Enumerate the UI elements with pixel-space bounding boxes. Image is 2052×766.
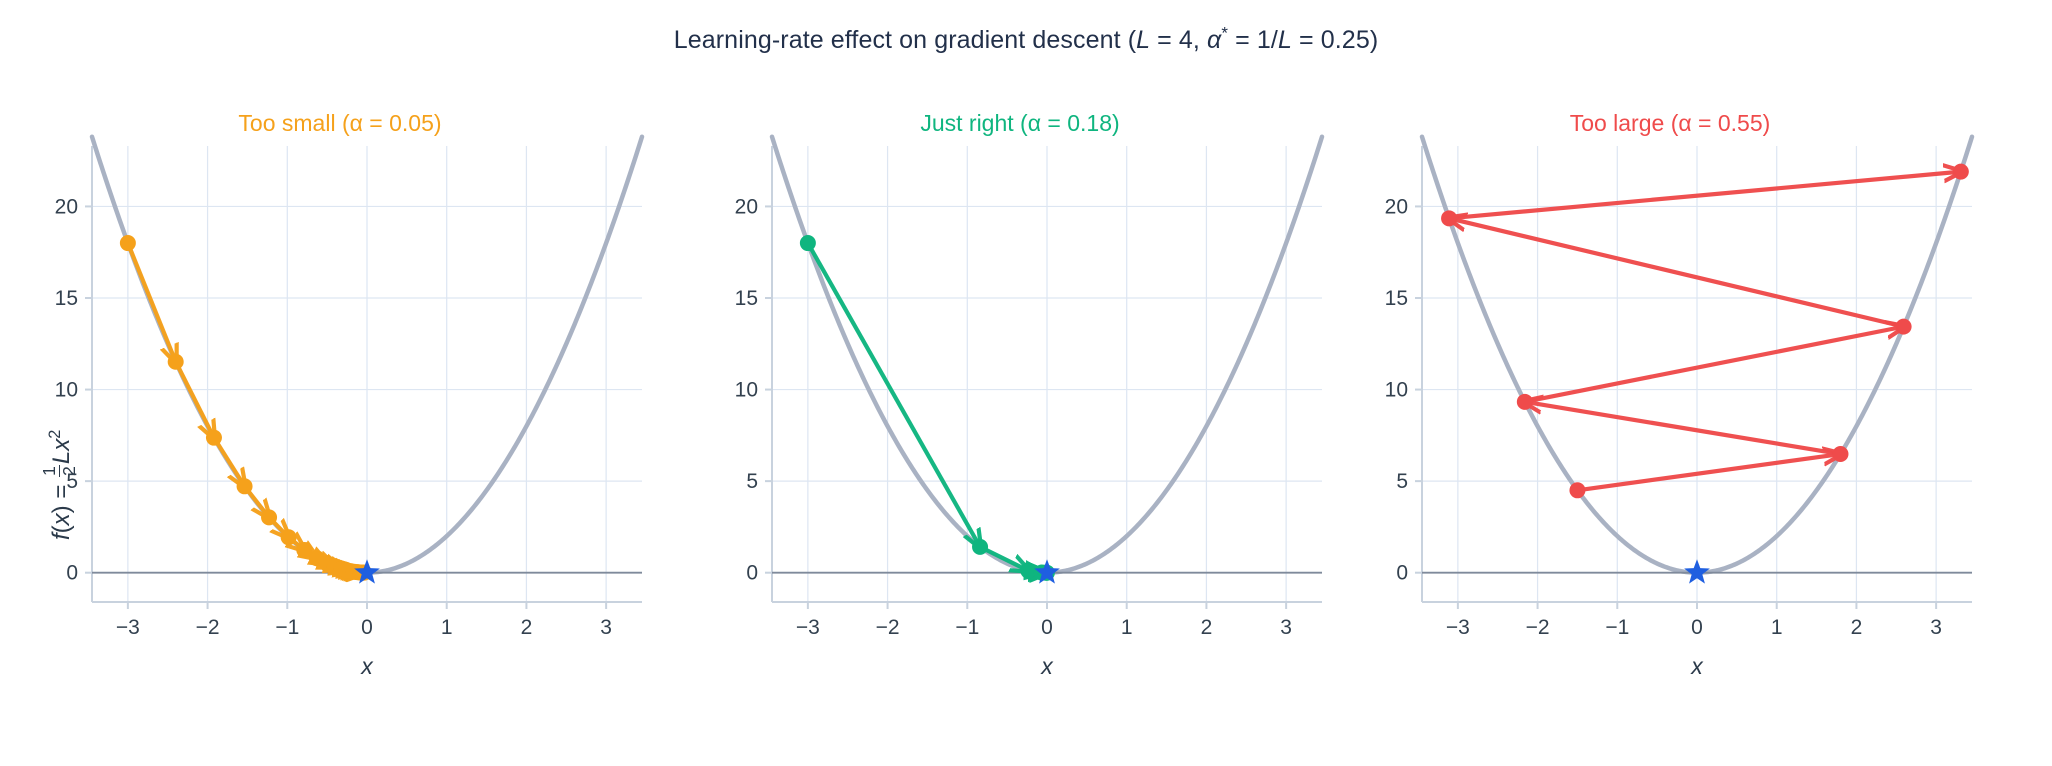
panel-too-small: Too small (α = 0.05) f(x) = 1 2 Lx2 −3 −2 −1… <box>20 110 660 750</box>
iterate-point <box>296 542 313 559</box>
x-tick-label: 1 <box>1121 616 1133 639</box>
x-tick-label: 3 <box>1930 616 1942 639</box>
plot-area-1: −3 −2 −1 0 1 2 3 0 5 10 15 20 x <box>735 134 1325 679</box>
panel-title-0: Too small (α = 0.05) <box>238 110 442 136</box>
plot-area-0: −3 −2 −1 0 1 2 3 0 5 10 15 20 x <box>55 134 645 679</box>
y-tick-label: 15 <box>735 287 758 310</box>
y-tick-label: 0 <box>746 562 758 585</box>
gradient-step-arrow <box>125 242 176 362</box>
x-axis-label: x <box>1690 653 1704 679</box>
panel-title-2: Too large (α = 0.55) <box>1569 110 1771 136</box>
optimum-star-marker <box>1684 559 1710 584</box>
y-tick-label: 5 <box>1396 470 1408 493</box>
x-axis-label: x <box>360 653 374 679</box>
x-tick-label: 0 <box>361 616 373 639</box>
gradient-step-arrow <box>1449 218 1905 329</box>
gradient-step-arrow <box>806 242 980 547</box>
gradient-step-arrow <box>173 360 214 438</box>
iterate-point <box>1832 446 1849 463</box>
y-tick-label: 20 <box>1385 195 1408 218</box>
iterate-point <box>1020 562 1037 579</box>
iterate-point <box>799 235 816 252</box>
x-tick-label: −3 <box>796 616 820 639</box>
plot-area-2: −3 −2 −1 0 1 2 3 0 5 10 15 20 x <box>1385 134 1975 679</box>
gradient-step-arrow <box>1577 454 1840 493</box>
optimum-star-marker <box>1034 559 1060 584</box>
x-tick-label: −2 <box>1526 616 1550 639</box>
y-tick-label: 0 <box>66 562 78 585</box>
x-axis-label: x <box>1040 653 1054 679</box>
figure-title: Learning-rate effect on gradient descent… <box>0 24 2052 55</box>
x-tick-label: 2 <box>1201 616 1213 639</box>
iterate-point <box>1441 210 1458 227</box>
gradient-step-arrow <box>979 544 1028 571</box>
x-tick-label: −1 <box>1605 616 1629 639</box>
x-tick-label: −3 <box>116 616 140 639</box>
figure-title-text: Learning-rate effect on gradient descent… <box>673 24 1379 55</box>
iterate-point <box>167 353 184 370</box>
iterate-point <box>205 429 222 446</box>
iterate-point <box>1516 393 1533 410</box>
x-tick-label: 3 <box>600 616 612 639</box>
y-tick-label: 10 <box>735 379 758 402</box>
x-tick-label: 0 <box>1691 616 1703 639</box>
gradient-step-arrow <box>1525 402 1841 457</box>
y-tick-label: 15 <box>1385 287 1408 310</box>
iterate-point <box>1569 482 1586 499</box>
iterate-point <box>1895 318 1912 335</box>
panel-container: Too small (α = 0.05) f(x) = 1 2 Lx2 −3 −2 −1… <box>0 110 2052 750</box>
panel-too-large: Too large (α = 0.55) −3 −2 −1 0 1 2 3 0 5 10 15 20 x <box>1350 110 1990 750</box>
y-tick-label: 10 <box>1385 379 1408 402</box>
y-tick-label: 5 <box>66 470 78 493</box>
y-tick-label: 10 <box>55 379 78 402</box>
x-tick-label: 3 <box>1280 616 1292 639</box>
x-tick-label: 1 <box>1771 616 1783 639</box>
iterate-point <box>261 509 278 526</box>
panel-just-right: Just right (α = 0.18) −3 −2 −1 0 1 2 3 0 5 10 15 20… <box>700 110 1340 750</box>
x-tick-label: −2 <box>876 616 900 639</box>
y-tick-label: 5 <box>746 470 758 493</box>
x-tick-label: 2 <box>1851 616 1863 639</box>
optimum-star-marker <box>354 559 380 584</box>
y-tick-label: 15 <box>55 287 78 310</box>
x-tick-label: 0 <box>1041 616 1053 639</box>
gradient-step-arrow <box>1524 327 1904 404</box>
panel-title-1: Just right (α = 0.18) <box>920 110 1120 136</box>
gradient-step-arrow <box>212 436 245 487</box>
iterate-point <box>119 235 136 252</box>
iterate-point <box>236 478 253 495</box>
iterate-point <box>280 529 297 546</box>
x-tick-label: −3 <box>1446 616 1470 639</box>
iterate-point <box>1952 163 1969 180</box>
iterate-point <box>972 538 989 555</box>
x-tick-label: 1 <box>441 616 453 639</box>
x-tick-label: −2 <box>196 616 220 639</box>
x-tick-label: −1 <box>955 616 979 639</box>
y-tick-label: 20 <box>735 195 758 218</box>
gradient-step-arrow <box>1448 172 1961 221</box>
x-tick-label: 2 <box>521 616 533 639</box>
y-tick-label: 0 <box>1396 562 1408 585</box>
x-tick-label: −1 <box>275 616 299 639</box>
y-tick-label: 20 <box>55 195 78 218</box>
